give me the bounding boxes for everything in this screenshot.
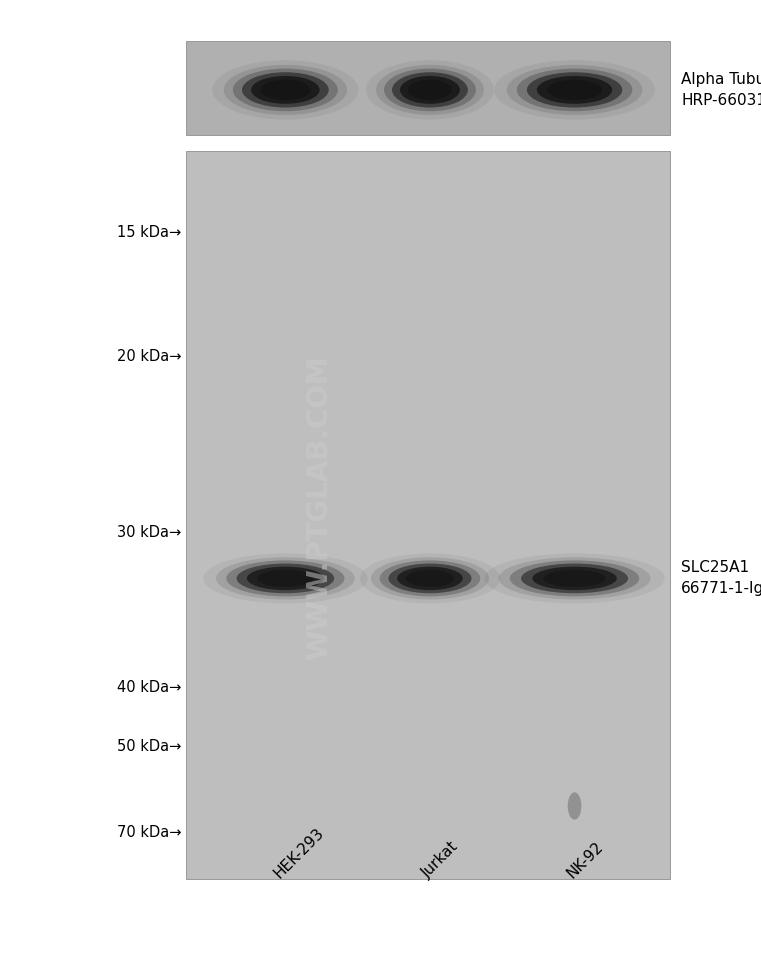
Ellipse shape (568, 792, 581, 820)
Ellipse shape (242, 72, 329, 107)
Text: 50 kDa→: 50 kDa→ (116, 739, 181, 754)
Ellipse shape (366, 61, 494, 119)
Text: NK-92: NK-92 (564, 839, 606, 881)
Bar (186, 41, 670, 135)
Ellipse shape (388, 564, 472, 593)
Ellipse shape (251, 76, 320, 104)
Text: 20 kDa→: 20 kDa→ (116, 349, 181, 364)
Ellipse shape (543, 570, 606, 587)
Text: Jurkat: Jurkat (419, 839, 461, 881)
Ellipse shape (224, 64, 347, 115)
Ellipse shape (237, 564, 334, 593)
Ellipse shape (397, 567, 463, 590)
Ellipse shape (380, 561, 480, 596)
Text: 30 kDa→: 30 kDa→ (117, 525, 181, 540)
Text: 15 kDa→: 15 kDa→ (117, 225, 181, 240)
Ellipse shape (376, 64, 484, 115)
Ellipse shape (257, 570, 314, 587)
Ellipse shape (392, 72, 468, 107)
Ellipse shape (233, 68, 338, 111)
Ellipse shape (494, 61, 655, 119)
Text: HEK-293: HEK-293 (271, 826, 327, 881)
Ellipse shape (216, 557, 355, 600)
Ellipse shape (406, 570, 454, 587)
Ellipse shape (212, 61, 358, 119)
Ellipse shape (517, 68, 632, 111)
Text: 70 kDa→: 70 kDa→ (116, 825, 181, 840)
Ellipse shape (527, 72, 622, 107)
Ellipse shape (532, 567, 616, 590)
Ellipse shape (408, 80, 452, 100)
Ellipse shape (203, 553, 368, 604)
Ellipse shape (537, 76, 612, 104)
Bar (186, 151, 670, 879)
Ellipse shape (247, 567, 324, 590)
Ellipse shape (547, 80, 602, 100)
Ellipse shape (485, 553, 664, 604)
Ellipse shape (360, 553, 500, 604)
Ellipse shape (371, 557, 489, 600)
Text: 40 kDa→: 40 kDa→ (116, 680, 181, 696)
Ellipse shape (400, 76, 460, 104)
Text: Alpha Tubulin
HRP-66031: Alpha Tubulin HRP-66031 (681, 72, 761, 107)
Ellipse shape (226, 561, 345, 596)
Ellipse shape (260, 80, 310, 100)
Text: SLC25A1
66771-1-Ig: SLC25A1 66771-1-Ig (681, 561, 761, 596)
Ellipse shape (498, 557, 651, 600)
Text: WWW.PTGLAB.COM: WWW.PTGLAB.COM (306, 356, 333, 660)
Ellipse shape (507, 64, 642, 115)
Ellipse shape (521, 564, 628, 593)
Ellipse shape (384, 68, 476, 111)
Ellipse shape (510, 561, 639, 596)
